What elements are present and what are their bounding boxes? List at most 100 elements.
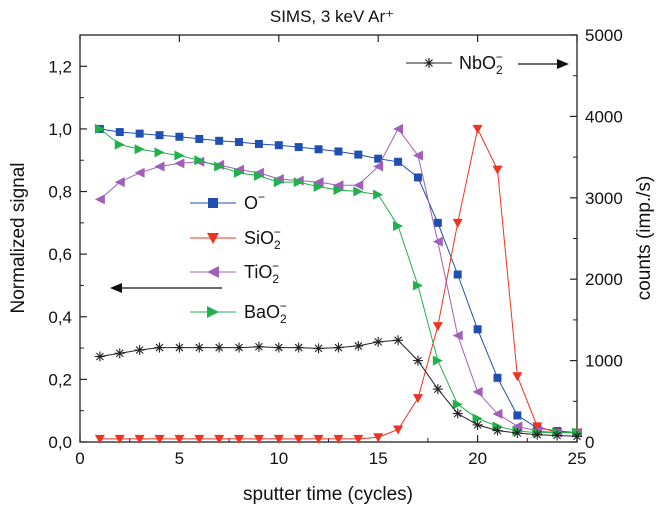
data-point	[453, 270, 462, 279]
data-point	[472, 419, 483, 430]
legend-item-bao2: BaO2−	[190, 299, 287, 326]
data-point	[234, 434, 245, 444]
x-tick-label: 15	[369, 449, 388, 468]
data-point	[452, 399, 463, 410]
data-point	[253, 170, 264, 181]
data-point	[353, 186, 364, 197]
data-point	[412, 394, 423, 404]
data-point	[552, 430, 563, 441]
data-point	[412, 150, 423, 161]
legend-item-o: O−	[190, 190, 265, 213]
x-tick-label: 25	[568, 449, 587, 468]
data-point	[174, 150, 185, 161]
data-point	[273, 342, 284, 353]
series-line	[99, 128, 577, 434]
data-point	[154, 342, 165, 353]
data-point	[94, 351, 105, 362]
series-layer	[94, 123, 582, 444]
legend-marker-bao2	[207, 306, 219, 318]
legend-marker-sio2	[207, 233, 219, 244]
data-point	[432, 322, 443, 332]
data-point	[215, 136, 224, 145]
y-tick-label-left: 0,6	[48, 245, 72, 264]
data-point	[354, 150, 363, 159]
data-point	[114, 434, 125, 444]
data-point	[394, 157, 403, 166]
x-axis-title: sputter time (cycles)	[243, 484, 413, 505]
data-point	[293, 342, 304, 353]
y-tick-label-left: 0,8	[48, 183, 72, 202]
data-point	[273, 434, 284, 444]
data-point	[513, 411, 522, 420]
y-tick-label-right: 5000	[585, 26, 623, 45]
data-point	[393, 335, 404, 346]
legend: O− SiO2− TiO2− BaO2− NbO2−	[190, 50, 503, 326]
data-point	[472, 386, 483, 397]
x-tick-label: 20	[468, 449, 487, 468]
data-point	[432, 384, 443, 395]
data-point	[114, 348, 125, 359]
data-point	[273, 177, 284, 188]
y-axis-right: 0 1000 2000 3000 4000 5000	[570, 26, 623, 452]
series-line	[99, 128, 578, 434]
data-point	[333, 180, 344, 191]
y-tick-label-right: 3000	[585, 189, 623, 208]
data-point	[333, 342, 344, 353]
data-point	[452, 218, 463, 228]
data-point	[134, 434, 145, 444]
data-point	[432, 355, 443, 366]
data-point	[293, 434, 304, 444]
y-axis-title-right: counts (imp./s)	[634, 176, 655, 301]
data-point	[174, 158, 185, 169]
data-point	[154, 147, 165, 158]
data-point	[114, 139, 125, 150]
data-point	[393, 425, 404, 435]
y-tick-label-right: 2000	[585, 270, 623, 289]
series-bao	[94, 123, 582, 438]
legend-marker-o	[208, 198, 218, 208]
data-point	[313, 177, 324, 188]
data-point	[314, 145, 323, 154]
data-point	[492, 425, 503, 436]
y-tick-label-left: 0,4	[48, 308, 72, 327]
legend-item-tio2: TiO2−	[190, 259, 279, 286]
data-point	[493, 373, 502, 382]
data-point	[512, 421, 523, 432]
legend-label-nbo2: NbO2−	[459, 50, 503, 77]
data-point	[373, 336, 384, 347]
data-point	[452, 330, 463, 341]
series-sio	[94, 124, 582, 444]
y-axis-left: 0,0 0,2 0,4 0,6 0,8 1,0 1,2	[48, 34, 87, 452]
y-tick-label-right: 4000	[585, 107, 623, 126]
data-point	[234, 167, 245, 178]
data-point	[313, 181, 324, 192]
legend-marker-tio2	[207, 266, 219, 278]
legend-label-sio2: SiO2−	[244, 225, 281, 252]
y-tick-label-left: 1,2	[48, 57, 72, 76]
data-point	[194, 155, 205, 166]
data-point	[134, 345, 145, 356]
data-point	[512, 372, 523, 382]
legend-label-o: O−	[244, 190, 265, 213]
data-point	[253, 434, 264, 444]
data-point	[432, 236, 443, 247]
arrow-left-axis	[110, 283, 222, 293]
data-point	[235, 138, 244, 147]
x-tick-label: 5	[175, 449, 184, 468]
legend-item-sio2: SiO2−	[190, 225, 281, 252]
data-point	[373, 433, 384, 443]
data-point	[333, 184, 344, 195]
data-point	[214, 161, 225, 172]
series-line	[99, 339, 578, 437]
data-point	[294, 143, 303, 152]
series-line	[99, 127, 577, 434]
x-tick-label: 10	[269, 449, 288, 468]
plot-frame	[79, 34, 578, 443]
data-point	[254, 139, 263, 148]
legend-marker-nbo2	[424, 58, 434, 68]
data-point	[214, 434, 225, 444]
data-point	[373, 161, 384, 172]
data-point	[353, 180, 364, 191]
data-point	[473, 325, 482, 334]
